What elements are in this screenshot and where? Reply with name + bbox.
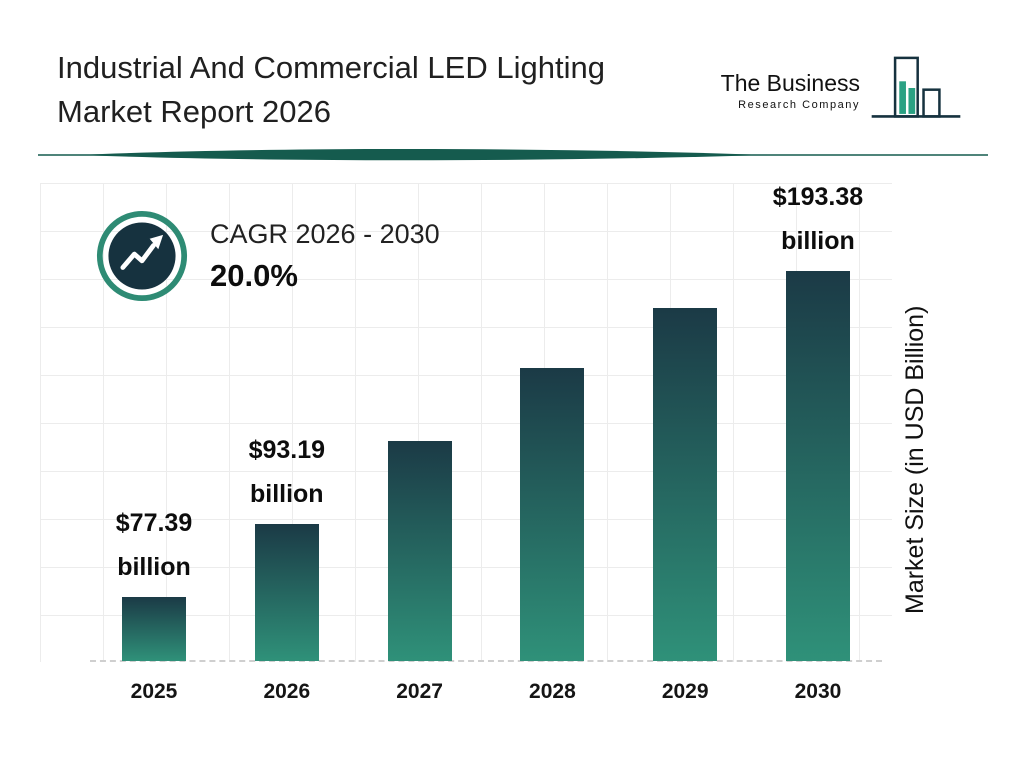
- x-axis-label-2030: 2030: [794, 680, 842, 703]
- bar-column-2025: $77.39 billion: [90, 501, 218, 661]
- bar-column-2026: $93.19 billion: [223, 428, 351, 661]
- bar-2029: [653, 308, 718, 661]
- cagr-callout: CAGR 2026 - 2030 20.0%: [96, 210, 440, 302]
- y-axis-label: Market Size (in USD Billion): [901, 305, 929, 615]
- bar-column-2028: [488, 368, 616, 661]
- x-axis: 2025 2026 2027 2028 2029 2030: [90, 680, 882, 704]
- cagr-label: CAGR 2026 - 2030: [210, 218, 440, 249]
- bar-chart-logo-icon: [871, 56, 961, 118]
- bar-group: $77.39 billion $93.19 billion $193.38 billion: [90, 183, 882, 661]
- cagr-value: 20.0%: [210, 257, 298, 293]
- cagr-text: CAGR 2026 - 2030 20.0%: [210, 219, 440, 294]
- x-axis-label-2025: 2025: [130, 680, 178, 703]
- page-title-line1: Industrial And Commercial LED Lighting: [57, 50, 605, 85]
- company-name: The Business: [720, 70, 860, 96]
- trend-up-icon: [96, 210, 188, 302]
- bar-2025: [122, 597, 186, 661]
- x-axis-label-2029: 2029: [661, 680, 709, 703]
- company-logo: The Business Research Company: [721, 52, 962, 124]
- bar-2027: [387, 441, 452, 661]
- bar-column-2030: $193.38 billion: [754, 175, 882, 661]
- bar-column-2029: [621, 308, 749, 661]
- bar-column-2027: [356, 441, 484, 661]
- bar-value-label-2026: $93.19 billion: [248, 436, 326, 508]
- bar-2030: [785, 271, 850, 661]
- bar-value-label-2025: $77.39 billion: [115, 509, 193, 581]
- divider-ornament: [38, 149, 988, 161]
- bar-2028: [520, 368, 585, 661]
- bar-value-label-2030: $193.38 billion: [772, 183, 864, 255]
- x-axis-label-2026: 2026: [263, 680, 311, 703]
- bar-2026: [254, 524, 319, 661]
- company-logo-text: The Business Research Company: [721, 70, 860, 111]
- x-axis-label-2027: 2027: [396, 680, 443, 703]
- chart-baseline: [90, 660, 882, 662]
- page-title-line2: Market Report 2026: [57, 94, 331, 129]
- page-title: Industrial And Commercial LED Lighting M…: [57, 46, 605, 134]
- company-subname: Research Company: [738, 99, 860, 111]
- x-axis-label-2028: 2028: [529, 680, 576, 703]
